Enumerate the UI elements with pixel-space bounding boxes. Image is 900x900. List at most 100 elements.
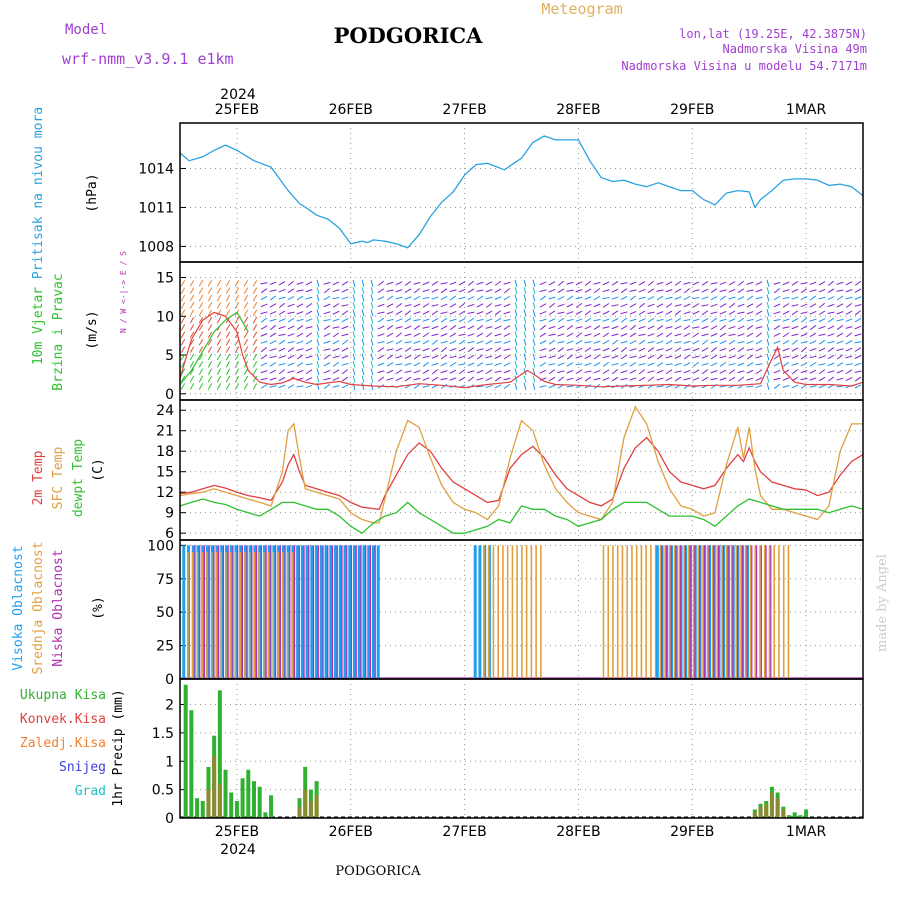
cloud-bar: [740, 545, 742, 679]
cloud-bar: [530, 545, 533, 679]
wind-direction-mark: [746, 385, 754, 388]
cloud-bar: [607, 545, 610, 679]
wind-direction-mark: [323, 325, 331, 330]
precip-convective-bar: [314, 795, 319, 818]
wind-direction-mark: [449, 324, 457, 331]
wind-direction-mark: [269, 385, 277, 388]
wind-direction-mark: [647, 311, 655, 314]
wind-direction-mark: [656, 369, 664, 374]
wind-direction-mark: [809, 348, 817, 352]
wind-direction-mark: [593, 362, 601, 367]
wind-direction-mark: [361, 382, 365, 390]
wind-direction-mark: [458, 347, 466, 352]
precip-total-bar: [240, 778, 245, 818]
wind-direction-mark: [584, 347, 592, 352]
wind-direction-mark: [701, 347, 709, 352]
wind-direction-mark: [532, 294, 536, 302]
wind-direction-mark: [532, 316, 536, 324]
wind-direction-mark: [532, 279, 536, 287]
wind-direction-mark: [514, 353, 518, 361]
wind-direction-mark: [836, 325, 844, 330]
wind-direction-mark: [296, 325, 304, 330]
precip-total-bar: [183, 684, 188, 818]
wind-direction-mark: [539, 303, 547, 308]
cloud-bar: [343, 545, 347, 679]
wind-direction-mark: [548, 302, 556, 309]
wind-direction-mark: [674, 317, 682, 323]
wind-direction-mark: [449, 355, 457, 359]
wind-direction-mark: [514, 324, 518, 332]
wind-direction-mark: [629, 332, 637, 338]
cloud-bar: [277, 552, 279, 679]
wind-direction-mark: [791, 325, 799, 330]
wind-direction-mark: [719, 310, 727, 315]
wind-direction-mark: [323, 288, 331, 294]
cloud-bar: [708, 545, 710, 679]
wind-direction-mark: [539, 361, 547, 367]
wind-direction-mark: [773, 311, 781, 315]
wind-direction-mark: [476, 385, 484, 388]
wind-direction-mark: [532, 309, 536, 317]
wind-direction-mark: [620, 347, 628, 353]
wind-direction-mark: [836, 362, 844, 367]
wind-direction-mark: [370, 368, 374, 376]
wind-direction-mark: [449, 281, 457, 286]
wind-direction-mark: [719, 361, 727, 367]
wind-direction-field: [180, 279, 862, 390]
y-tick-label: 25: [156, 639, 174, 655]
wind-direction-mark: [207, 368, 213, 375]
wind-direction-mark: [773, 281, 781, 285]
wind-direction-mark: [269, 340, 277, 345]
wind-direction-mark: [674, 288, 682, 293]
wind-direction-mark: [189, 368, 195, 375]
wind-direction-mark: [458, 296, 466, 300]
cloud-bar: [535, 545, 537, 679]
precip-total-bar: [195, 798, 200, 818]
wind-direction-mark: [584, 325, 592, 330]
wind-direction-mark: [503, 377, 511, 381]
wind-direction-mark: [278, 325, 286, 330]
precip-convective-bar: [297, 806, 302, 818]
cloud-bar: [355, 545, 357, 679]
wind-direction-mark: [386, 303, 394, 308]
wind-direction-mark: [782, 303, 790, 308]
wind-direction-mark: [269, 332, 277, 338]
wind-direction-mark: [361, 309, 365, 317]
wind-direction-mark: [683, 377, 691, 381]
wind-direction-mark: [216, 353, 222, 361]
wind-direction-mark: [532, 301, 536, 309]
y-tick-label: 5: [165, 348, 174, 364]
wind-direction-mark: [557, 362, 565, 367]
wind-direction-mark: [341, 325, 349, 330]
wind-direction-mark: [766, 324, 770, 332]
cloud-bar: [322, 545, 324, 679]
wind-direction-mark: [548, 325, 556, 330]
wind-direction-mark: [818, 333, 826, 337]
y-tick-label: 0: [165, 672, 174, 688]
y-tick-label: 1008: [138, 239, 174, 255]
wind-direction-mark: [395, 281, 403, 286]
cloud-bar: [270, 545, 272, 679]
cloud-bar: [296, 545, 300, 679]
wind-direction-mark: [665, 310, 673, 315]
wind-direction-mark: [683, 383, 691, 389]
wind-direction-mark: [548, 384, 556, 389]
wind-direction-mark: [539, 340, 547, 345]
wind-direction-mark: [539, 324, 547, 331]
wind-direction-mark: [692, 289, 700, 293]
wind-direction-mark: [269, 377, 277, 381]
wind-direction-mark: [620, 354, 628, 360]
wind-direction-mark: [523, 382, 527, 390]
wind-direction-mark: [467, 333, 475, 337]
wind-direction-mark: [476, 303, 484, 308]
wind-direction-mark: [189, 280, 195, 287]
wind-direction-mark: [827, 370, 835, 374]
wind-direction-mark: [773, 303, 781, 308]
wind-direction-mark: [620, 311, 628, 315]
wind-direction-mark: [791, 296, 799, 300]
wind-direction-mark: [352, 309, 356, 317]
wind-direction-mark: [548, 281, 556, 286]
panel-frame: [179, 122, 864, 263]
wind-direction-mark: [647, 333, 655, 337]
wind-direction-mark: [611, 304, 619, 307]
